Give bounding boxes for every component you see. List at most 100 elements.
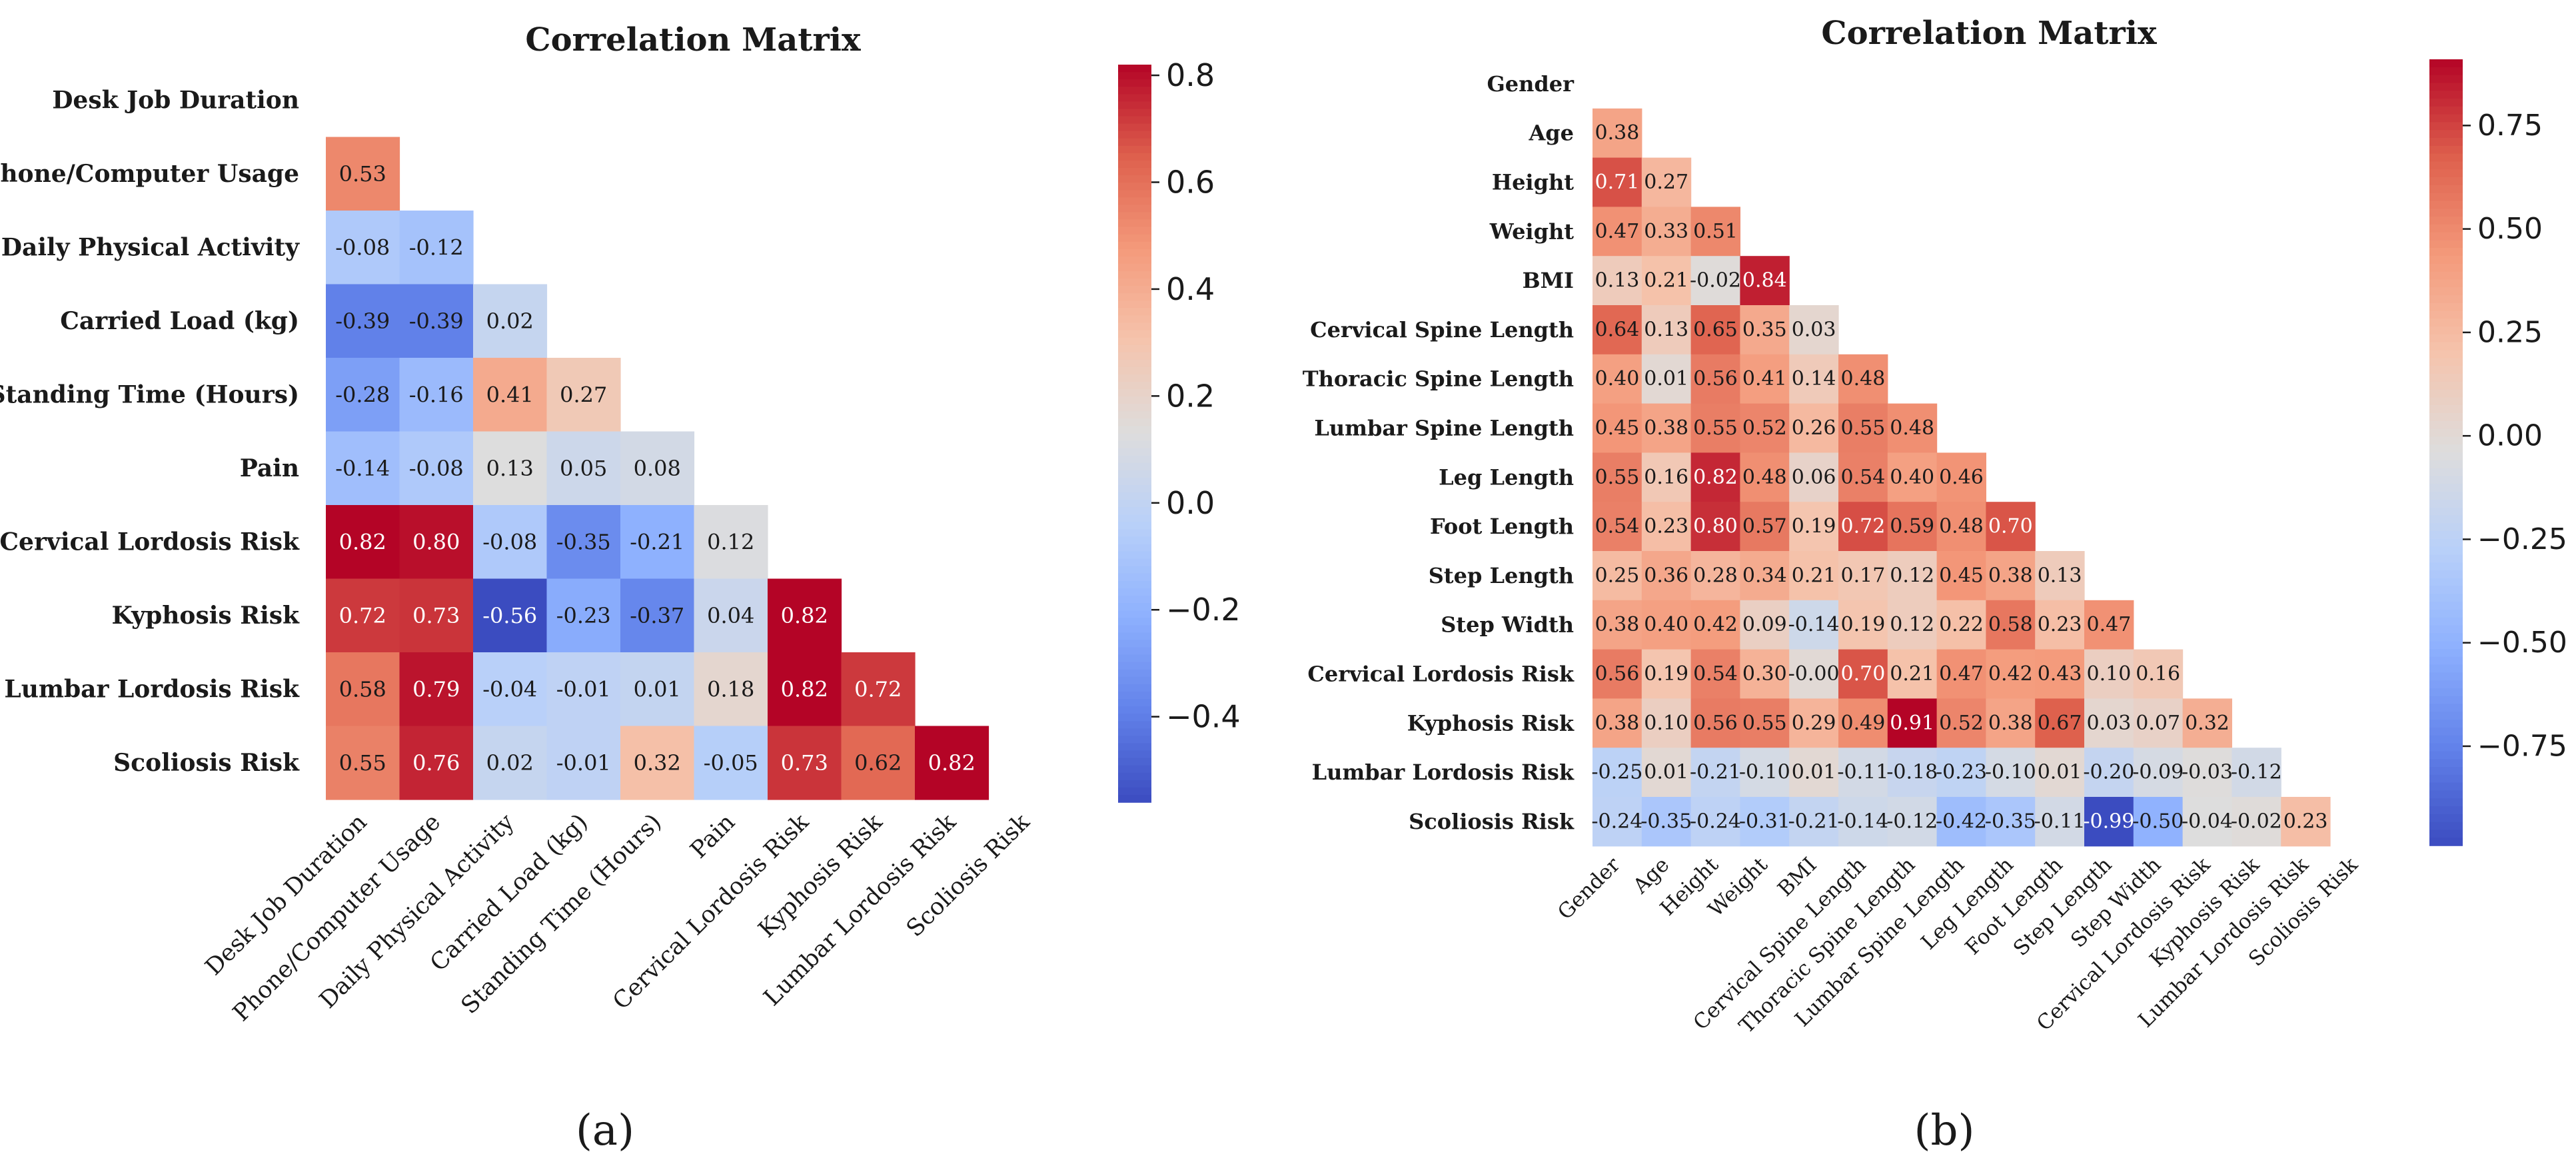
colorbar-segment bbox=[2429, 672, 2463, 681]
heatmap-cell bbox=[915, 726, 989, 800]
cell-value-label: 0.26 bbox=[1792, 416, 1836, 440]
heatmap-cell bbox=[1690, 403, 1740, 453]
cell-value-label: -0.24 bbox=[1591, 810, 1642, 833]
heatmap-cell bbox=[1641, 698, 1692, 748]
cell-value-label: 0.79 bbox=[412, 676, 460, 702]
cell-value-label: 0.52 bbox=[1742, 416, 1787, 440]
heatmap-cell bbox=[1740, 403, 1790, 453]
colorbar-segment bbox=[1118, 736, 1151, 744]
cell-value-label: 0.73 bbox=[781, 750, 828, 776]
colorbar-segment bbox=[2429, 688, 2463, 697]
cell-value-label: 0.46 bbox=[1939, 466, 1984, 489]
heatmap-cell bbox=[1936, 551, 1986, 601]
heatmap-cell bbox=[1789, 698, 1839, 748]
cell-value-label: 0.56 bbox=[1595, 662, 1640, 686]
colorbar-segment bbox=[2429, 806, 2463, 815]
heatmap-cell bbox=[620, 505, 695, 580]
heatmap-cell bbox=[326, 211, 400, 285]
heatmap-cell bbox=[2281, 797, 2331, 847]
colorbar-segment bbox=[2429, 138, 2463, 147]
colorbar-segment bbox=[1118, 374, 1151, 382]
heatmap-cell bbox=[1986, 551, 2036, 601]
heatmap-cell bbox=[1690, 797, 1740, 847]
colorbar-segment bbox=[1118, 484, 1151, 493]
cell-value-label: 0.08 bbox=[634, 456, 681, 481]
colorbar-segment bbox=[1118, 440, 1151, 449]
cell-value-label: 0.10 bbox=[2087, 662, 2132, 686]
cell-value-label: 0.27 bbox=[1644, 171, 1688, 194]
row-label: Kyphosis Risk bbox=[1407, 710, 1575, 736]
heatmap-cell bbox=[1789, 748, 1839, 798]
heatmap-cell bbox=[2035, 698, 2085, 748]
heatmap-cell bbox=[1986, 502, 2036, 552]
heatmap-cell bbox=[2084, 698, 2134, 748]
cell-value-label: 0.22 bbox=[1939, 613, 1984, 636]
cell-value-label: -0.16 bbox=[409, 382, 464, 407]
heatmap-cell bbox=[1593, 354, 1642, 404]
heatmap-cell bbox=[473, 431, 548, 506]
colorbar-segment bbox=[1118, 507, 1151, 516]
colorbar-segment bbox=[2429, 153, 2463, 163]
heatmap-cell bbox=[620, 578, 695, 653]
colorbar-segment bbox=[2429, 302, 2463, 312]
heatmap-cell bbox=[1789, 600, 1839, 650]
cell-value-label: 0.49 bbox=[1841, 712, 1886, 735]
cell-value-label: -0.24 bbox=[1690, 810, 1741, 833]
colorbar-segment bbox=[1118, 470, 1151, 478]
heatmap-cell bbox=[1936, 452, 1986, 502]
cell-value-label: 0.82 bbox=[781, 676, 828, 702]
cell-value-label: 0.05 bbox=[560, 456, 607, 481]
colorbar-segment bbox=[2429, 405, 2463, 414]
heatmap-cell bbox=[1887, 748, 1938, 798]
colorbar-segment bbox=[2429, 75, 2463, 84]
colorbar-segment bbox=[2429, 428, 2463, 438]
cell-value-label: 0.48 bbox=[1742, 466, 1787, 489]
colorbar-segment bbox=[2429, 248, 2463, 257]
colorbar-tick-label: 0.6 bbox=[1166, 164, 1215, 200]
colorbar-segment bbox=[2429, 822, 2463, 831]
heatmap-cell bbox=[326, 431, 400, 506]
colorbar-segment bbox=[2429, 838, 2463, 846]
colorbar-segment bbox=[1118, 714, 1151, 722]
colorbar-segment bbox=[1118, 721, 1151, 730]
colorbar-segment bbox=[2429, 610, 2463, 618]
colorbar-segment bbox=[1118, 65, 1151, 73]
heatmap-cell bbox=[1593, 502, 1642, 552]
heatmap-cell bbox=[694, 726, 768, 800]
colorbar-segment bbox=[2429, 712, 2463, 720]
colorbar-segment bbox=[1118, 205, 1151, 213]
colorbar-segment bbox=[1118, 116, 1151, 125]
cell-value-label: 0.03 bbox=[1792, 318, 1836, 341]
heatmap-cell bbox=[2035, 649, 2085, 699]
cell-value-label: 0.51 bbox=[1693, 220, 1738, 243]
heatmap-cell bbox=[1740, 600, 1790, 650]
heatmap-cell bbox=[768, 578, 842, 653]
colorbar-segment bbox=[1118, 758, 1151, 766]
colorbar-segment bbox=[1118, 794, 1151, 803]
colorbar-segment bbox=[2429, 649, 2463, 658]
colorbar-segment bbox=[1118, 87, 1151, 95]
heatmap-cell bbox=[399, 358, 474, 432]
cell-value-label: 0.06 bbox=[1792, 466, 1836, 489]
heatmap-cell bbox=[2035, 551, 2085, 601]
cell-value-label: 0.13 bbox=[486, 456, 534, 481]
cell-value-label: -0.23 bbox=[556, 603, 611, 628]
cell-value-label: 0.23 bbox=[2283, 810, 2328, 833]
cell-value-label: -0.35 bbox=[1640, 810, 1692, 833]
colorbar-segment bbox=[1118, 138, 1151, 147]
heatmap-cell bbox=[1690, 502, 1740, 552]
row-label: Lumbar Lordosis Risk bbox=[4, 675, 300, 703]
colorbar-segment bbox=[2429, 704, 2463, 713]
colorbar-segment bbox=[2429, 193, 2463, 202]
colorbar-segment bbox=[1118, 551, 1151, 560]
cell-value-label: 0.41 bbox=[1742, 367, 1787, 390]
colorbar-segment bbox=[1118, 256, 1151, 265]
heatmap-cell bbox=[1641, 403, 1692, 453]
colorbar-segment bbox=[2429, 145, 2463, 155]
colorbar-segment bbox=[2429, 161, 2463, 170]
colorbar-segment bbox=[1118, 743, 1151, 752]
colorbar-segment bbox=[2429, 790, 2463, 799]
colorbar-segment bbox=[1118, 212, 1151, 221]
colorbar-tick-label: 0.0 bbox=[1166, 485, 1215, 521]
row-label: Standing Time (Hours) bbox=[0, 380, 299, 408]
